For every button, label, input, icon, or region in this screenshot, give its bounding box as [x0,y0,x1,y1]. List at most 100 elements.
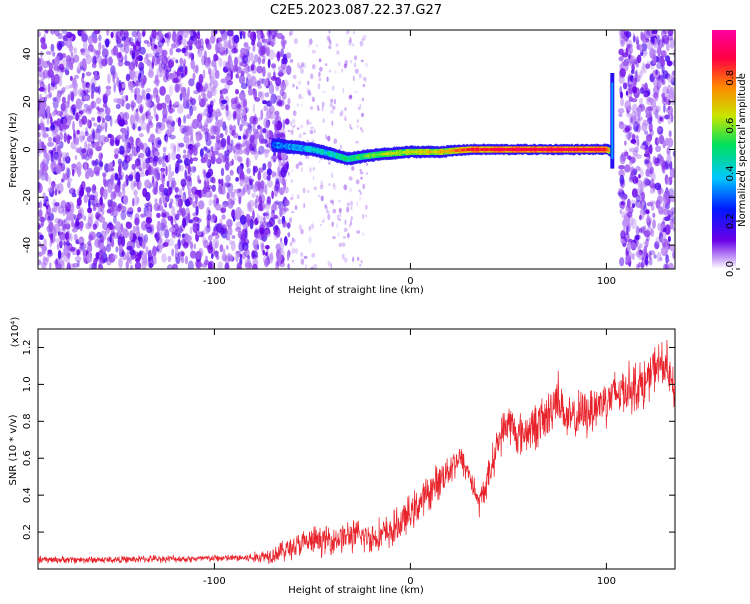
noise-speck [361,112,364,118]
noise-speck [122,227,128,236]
noise-speck [110,229,116,236]
noise-speck [196,231,202,236]
noise-speck [154,74,159,84]
noise-speck [627,211,633,218]
snr-y-multiplier: (x10⁴) [10,317,21,348]
noise-speck [333,98,337,105]
noise-speck [66,133,71,145]
noise-speck [134,112,140,122]
noise-speck [318,77,322,82]
noise-speck [85,170,90,180]
noise-speck [193,243,197,250]
noise-speck [644,149,649,155]
noise-speck [233,111,237,119]
noise-speck [58,190,61,195]
noise-speck [251,250,258,258]
noise-speck [173,144,177,153]
noise-speck [315,44,318,48]
noise-speck [631,252,635,261]
noise-speck [157,240,161,250]
noise-speck [661,58,666,67]
noise-speck [38,216,46,223]
noise-speck [157,40,164,48]
noise-speck [262,128,267,134]
noise-speck [258,195,263,206]
noise-speck [299,252,304,257]
noise-speck [91,117,96,122]
noise-speck [189,96,193,103]
noise-speck [135,51,141,56]
noise-speck [276,51,281,62]
noise-speck [625,254,632,263]
noise-speck [50,43,55,52]
noise-speck [47,187,53,193]
noise-speck [42,44,48,49]
noise-speck [211,82,217,92]
noise-speck [121,30,125,35]
noise-speck [41,244,47,255]
noise-speck [219,45,223,53]
noise-speck [203,169,207,179]
noise-speck [257,84,262,89]
noise-speck [135,253,142,261]
noise-speck [622,60,630,67]
noise-speck [284,118,290,125]
noise-speck [657,222,662,232]
noise-speck [197,262,203,268]
noise-speck [241,55,249,64]
noise-speck [105,244,111,253]
noise-speck [296,127,300,130]
noise-speck [159,86,166,96]
noise-speck [175,59,179,64]
noise-speck [88,212,94,220]
noise-speck [72,107,76,116]
noise-speck [651,49,657,55]
noise-speck [624,151,629,157]
noise-speck [148,249,153,258]
noise-speck [158,197,163,206]
noise-speck [180,251,185,257]
noise-speck [53,65,60,71]
noise-speck [162,152,167,163]
noise-speck [130,264,134,269]
noise-speck [257,215,264,223]
snr-x-axis-label: Height of straight line (km) [288,585,424,596]
noise-speck [343,63,348,69]
noise-speck [112,254,118,260]
noise-speck [248,30,251,33]
noise-speck [102,93,109,100]
noise-speck [55,164,62,175]
noise-speck [192,157,199,162]
noise-speck [118,191,123,198]
noise-speck [635,166,641,172]
noise-speck [321,105,324,112]
noise-speck [619,183,623,187]
noise-speck [83,216,87,221]
noise-speck [196,113,203,122]
noise-speck [317,194,321,198]
noise-speck [283,186,289,194]
noise-speck [165,136,169,144]
noise-speck [630,69,635,75]
noise-speck [216,119,223,128]
noise-speck [47,216,51,223]
noise-speck [152,187,158,195]
noise-speck [268,217,276,227]
noise-speck [83,252,87,264]
noise-speck [87,240,92,246]
noise-speck [110,134,115,145]
noise-speck [233,189,239,194]
noise-speck [339,144,342,150]
noise-speck [38,240,42,247]
noise-speck [292,110,297,117]
noise-speck [276,32,284,40]
noise-speck [183,134,189,144]
noise-speck [297,80,302,86]
noise-speck [117,203,123,210]
noise-speck [65,201,71,213]
noise-speck [179,205,183,213]
noise-speck [215,157,223,165]
noise-speck [69,247,76,252]
noise-speck [152,245,157,257]
noise-speck [213,250,219,255]
